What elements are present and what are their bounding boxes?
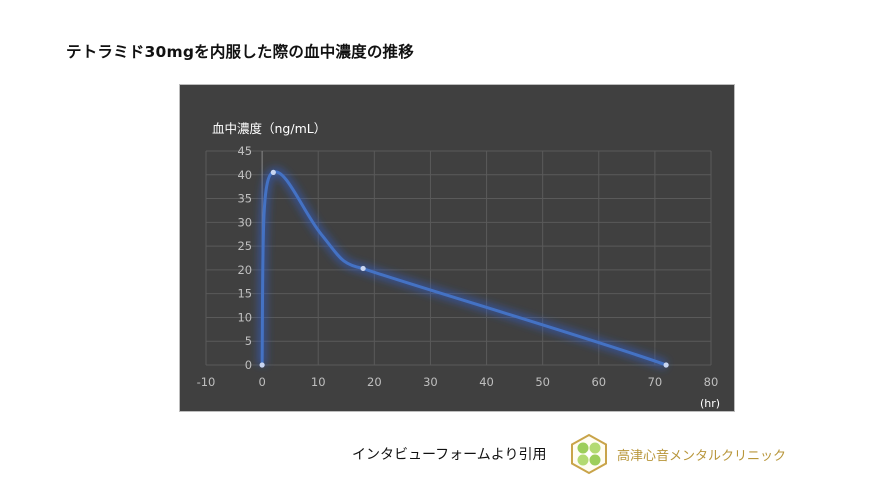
svg-text:-10: -10: [197, 375, 216, 389]
x-axis-unit-label: (hr): [700, 397, 720, 410]
svg-text:50: 50: [535, 375, 550, 389]
svg-text:10: 10: [237, 310, 252, 324]
y-axis-label: 血中濃度（ng/mL）: [212, 121, 326, 136]
svg-text:0: 0: [258, 375, 265, 389]
svg-text:25: 25: [237, 239, 252, 253]
svg-text:70: 70: [648, 375, 663, 389]
svg-text:30: 30: [423, 375, 438, 389]
clinic-name: 高津心音メンタルクリニック: [617, 449, 787, 464]
chart-canvas: 血中濃度（ng/mL） 0 5 10 15 20 25 30 35 40 45 -10 0 10 20 3…: [197, 121, 720, 410]
series-line: [260, 170, 668, 367]
grid-lines: [205, 150, 712, 366]
y-axis-ticks: 0 5 10 15 20 25 30 35 40 45: [237, 144, 252, 372]
svg-text:80: 80: [704, 375, 719, 389]
hexagon-clover-logo-icon: [569, 433, 609, 475]
x-axis-ticks: -10 0 10 20 30 40 50 60 70 80: [197, 375, 719, 389]
svg-text:5: 5: [245, 334, 252, 348]
page-title: テトラミド30mgを内服した際の血中濃度の推移: [66, 43, 414, 61]
svg-text:15: 15: [237, 287, 252, 301]
source-citation: インタビューフォームより引用: [352, 447, 547, 463]
data-point: [360, 265, 366, 272]
svg-text:35: 35: [237, 192, 252, 206]
svg-text:20: 20: [237, 263, 252, 277]
svg-text:0: 0: [245, 358, 252, 372]
svg-text:10: 10: [311, 375, 326, 389]
svg-text:45: 45: [237, 144, 252, 158]
data-point: [259, 362, 265, 368]
svg-text:20: 20: [367, 375, 382, 389]
svg-text:40: 40: [479, 375, 494, 389]
data-point: [270, 169, 276, 175]
line-chart: 血中濃度（ng/mL） 0 5 10 15 20 25 30 35 40 45 -10 0 10 20 3…: [179, 84, 735, 412]
data-point-markers: [259, 169, 669, 368]
data-point: [663, 362, 669, 368]
svg-text:60: 60: [591, 375, 606, 389]
series-glow: [257, 167, 668, 370]
svg-text:30: 30: [237, 215, 252, 229]
svg-text:40: 40: [237, 168, 252, 182]
